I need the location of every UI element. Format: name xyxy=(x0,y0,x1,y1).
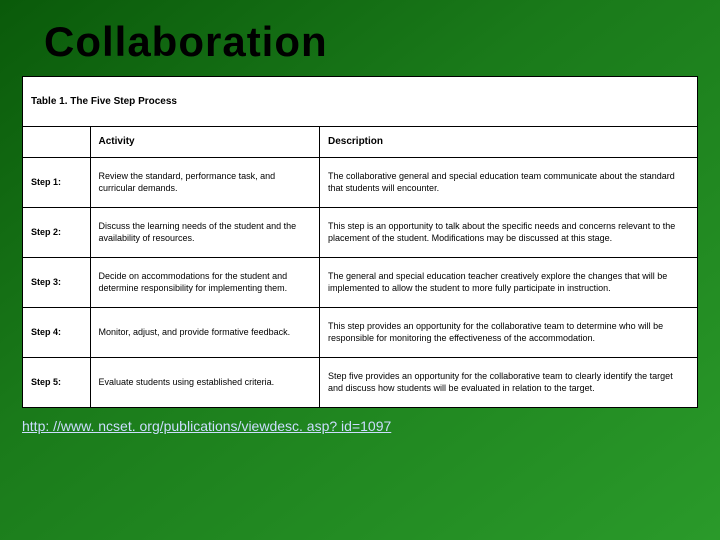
table-row: Step 5: Evaluate students using establis… xyxy=(23,357,698,407)
header-activity: Activity xyxy=(90,127,320,158)
activity-cell: Review the standard, performance task, a… xyxy=(90,157,320,207)
step-label: Step 5: xyxy=(23,357,91,407)
step-label: Step 1: xyxy=(23,157,91,207)
activity-cell: Discuss the learning needs of the studen… xyxy=(90,207,320,257)
slide-title: Collaboration xyxy=(0,0,720,76)
description-cell: The general and special education teache… xyxy=(320,257,698,307)
table-container: Table 1. The Five Step Process Activity … xyxy=(22,76,698,408)
five-step-table: Table 1. The Five Step Process Activity … xyxy=(22,76,698,408)
activity-cell: Monitor, adjust, and provide formative f… xyxy=(90,307,320,357)
table-row: Step 1: Review the standard, performance… xyxy=(23,157,698,207)
step-label: Step 3: xyxy=(23,257,91,307)
table-row: Step 4: Monitor, adjust, and provide for… xyxy=(23,307,698,357)
activity-cell: Decide on accommodations for the student… xyxy=(90,257,320,307)
table-row: Step 2: Discuss the learning needs of th… xyxy=(23,207,698,257)
table-header-row: Activity Description xyxy=(23,127,698,158)
table-row: Step 3: Decide on accommodations for the… xyxy=(23,257,698,307)
source-link[interactable]: http: //www. ncset. org/publications/vie… xyxy=(22,418,698,434)
step-label: Step 4: xyxy=(23,307,91,357)
table-caption: Table 1. The Five Step Process xyxy=(23,77,698,127)
description-cell: This step is an opportunity to talk abou… xyxy=(320,207,698,257)
header-description: Description xyxy=(320,127,698,158)
step-label: Step 2: xyxy=(23,207,91,257)
description-cell: This step provides an opportunity for th… xyxy=(320,307,698,357)
header-step xyxy=(23,127,91,158)
description-cell: The collaborative general and special ed… xyxy=(320,157,698,207)
table-caption-row: Table 1. The Five Step Process xyxy=(23,77,698,127)
activity-cell: Evaluate students using established crit… xyxy=(90,357,320,407)
description-cell: Step five provides an opportunity for th… xyxy=(320,357,698,407)
